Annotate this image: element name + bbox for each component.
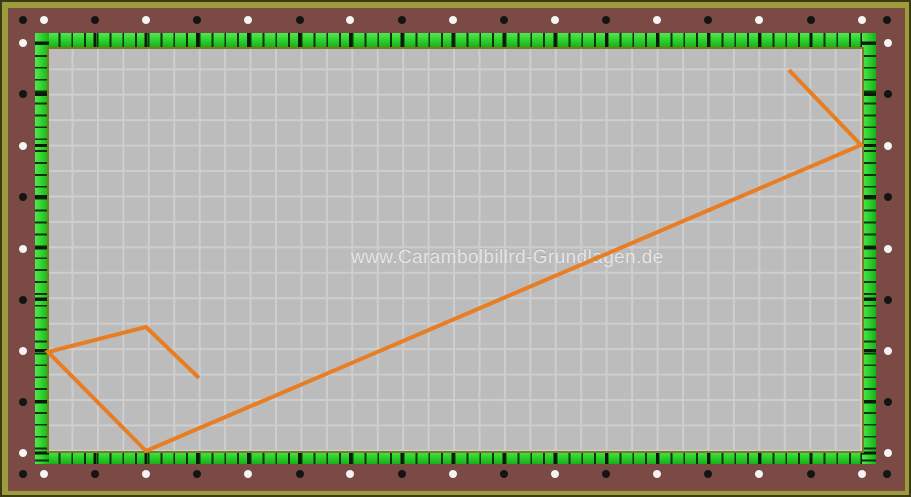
diamond-dot-black [704, 15, 712, 24]
diamond-dot-white [142, 469, 150, 478]
diamond-dot-white [18, 245, 27, 253]
cushion-top [35, 33, 876, 47]
diamond-dot-white [884, 449, 892, 457]
diamond-dot-white [346, 469, 354, 478]
diamond-dot-white [884, 39, 892, 47]
diamond-dot-black [18, 398, 27, 406]
diamond-dot-black [807, 15, 815, 24]
diamond-dot-white [884, 245, 892, 253]
diamond-dot-white [449, 469, 457, 478]
diamond-dot-white [551, 469, 559, 478]
diamond-dot-black [91, 15, 99, 24]
diamond-dot-black [398, 469, 406, 478]
diamond-dot-black [883, 469, 891, 478]
diamond-dot-black [193, 469, 201, 478]
diamond-dot-black [602, 15, 610, 24]
diamond-dot-black [500, 469, 508, 478]
diamond-dot-black [398, 15, 406, 24]
diamond-dot-white [18, 142, 27, 150]
diamond-dot-white [449, 15, 457, 24]
diamond-dot-black [884, 296, 892, 304]
diamond-dot-white [40, 15, 48, 24]
diamond-dot-white [244, 469, 252, 478]
diamond-dot-white [884, 142, 892, 150]
diamond-dot-black [19, 469, 27, 478]
diamond-dot-white [858, 469, 866, 478]
diamond-dot-black [500, 15, 508, 24]
diamond-dot-white [142, 15, 150, 24]
diamond-dot-white [858, 15, 866, 24]
diamond-dot-black [602, 469, 610, 478]
diamond-dot-black [884, 90, 892, 98]
diamond-dot-black [91, 469, 99, 478]
diamond-dot-black [18, 193, 27, 201]
cushion-bottom [35, 450, 876, 464]
diamond-dot-black [296, 15, 304, 24]
diamond-dot-white [18, 449, 27, 457]
diamond-dot-white [18, 39, 27, 47]
diamond-dot-black [19, 15, 27, 24]
diamond-dot-black [884, 193, 892, 201]
diamond-dot-black [884, 398, 892, 406]
diamond-dot-white [244, 15, 252, 24]
diamond-dot-black [296, 469, 304, 478]
diamond-dot-white [18, 347, 27, 355]
diamond-dot-white [755, 15, 763, 24]
diamond-dot-white [755, 469, 763, 478]
diamond-dot-white [346, 15, 354, 24]
diamond-dot-black [704, 469, 712, 478]
diamond-dot-black [807, 469, 815, 478]
diamond-dot-white [653, 15, 661, 24]
diamond-dot-black [18, 90, 27, 98]
diamond-dot-white [653, 469, 661, 478]
diamond-dot-black [883, 15, 891, 24]
diamond-dot-white [551, 15, 559, 24]
watermark-text: www.Carambolbillrd-Grundlagen.de [351, 247, 664, 268]
diamond-dot-black [193, 15, 201, 24]
diamond-dot-white [40, 469, 48, 478]
cushion-right [862, 33, 876, 464]
diamond-dot-black [18, 296, 27, 304]
diamond-dot-white [884, 347, 892, 355]
